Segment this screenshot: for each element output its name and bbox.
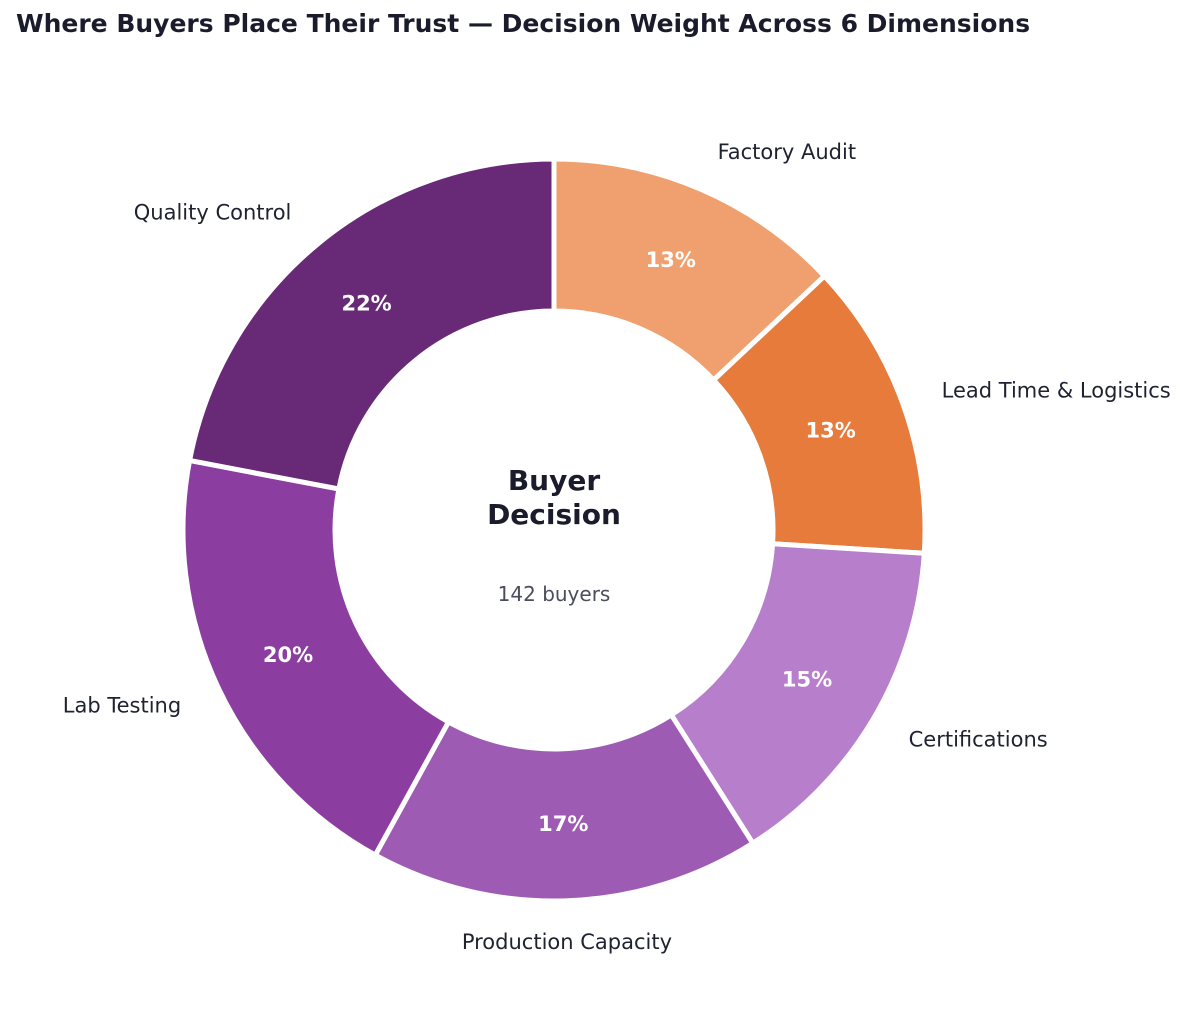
center-title-line-1: Buyer [508,464,601,497]
percent-label-quality-control: 22% [341,291,391,315]
category-labels: Factory Audit Lead Time & Logistics Certif… [63,140,1171,954]
category-label-lab-testing: Lab Testing [63,693,181,717]
percent-labels: 13% 13% 15% 17% 20% 22% [263,248,856,836]
category-label-lead-time-and-logistics: Lead Time & Logistics [942,378,1171,402]
slice-certifications [668,541,927,846]
center-title-line-2: Decision [487,498,621,531]
slice-lab-testing [180,457,451,858]
percent-label-production-capacity: 17% [538,812,588,836]
chart-title: Where Buyers Place Their Trust — Decisio… [16,9,1031,38]
percent-label-factory-audit: 13% [646,248,696,272]
donut-slices [180,156,928,904]
category-label-certifications: Certifications [909,728,1048,752]
category-label-factory-audit: Factory Audit [718,140,856,164]
percent-label-lab-testing: 20% [263,643,313,667]
percent-label-certifications: 15% [782,668,832,692]
category-label-production-capacity: Production Capacity [462,930,672,954]
center-subtitle: 142 buyers [498,582,611,606]
slice-quality-control [187,156,557,492]
percent-label-lead-time-and-logistics: 13% [805,418,855,442]
slice-production-capacity [372,712,756,904]
category-label-quality-control: Quality Control [134,201,292,225]
